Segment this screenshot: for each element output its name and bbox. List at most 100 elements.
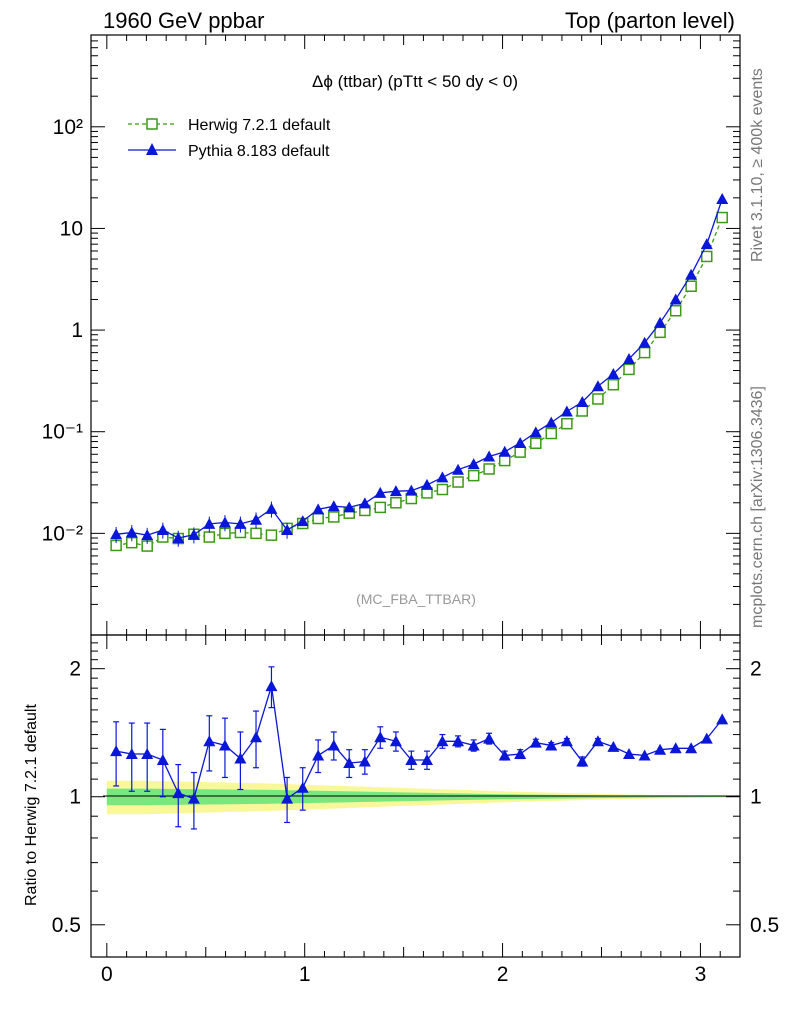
- ratio-point: [560, 735, 573, 747]
- ratio-y-tick-label: 1: [69, 786, 81, 809]
- herwig-point: [312, 512, 324, 525]
- pythia-point: [141, 529, 154, 541]
- herwig-point: [328, 511, 340, 523]
- pythia-point: [281, 523, 294, 535]
- legend-pythia-marker: [146, 143, 158, 155]
- pythia-point: [436, 471, 449, 483]
- ratio-point: [529, 736, 542, 748]
- ratio-panel: 0.5 0.5 1 1 2 2 0 1 2 3 Ratio to Herwig 7.2.1 def…: [23, 634, 779, 986]
- herwig-point: [390, 497, 402, 509]
- herwig-point: [467, 469, 480, 482]
- herwig-point: [483, 463, 495, 475]
- ratio-series-layer: [110, 666, 729, 830]
- herwig-point: [623, 363, 635, 376]
- pythia-point: [591, 380, 604, 392]
- herwig-point: [561, 417, 573, 430]
- ratio-point: [125, 748, 138, 760]
- ratio-point: [420, 753, 433, 765]
- legend-entry-herwig: Herwig 7.2.1 default: [128, 117, 331, 134]
- main-y-tick-labels: 10⁻² 10⁻¹ 1 10 10²: [42, 116, 83, 546]
- pythia-point: [187, 528, 200, 540]
- pythia-point: [467, 458, 480, 470]
- ratio-ticks: [91, 635, 741, 957]
- ratio-point: [327, 739, 340, 751]
- main-y-tick-label: 10: [60, 217, 83, 240]
- ratio-point: [467, 739, 480, 751]
- ratio-point: [172, 787, 185, 799]
- ratio-point: [312, 749, 325, 761]
- pythia-point: [514, 436, 527, 448]
- ratio-point: [234, 752, 247, 764]
- pythia-point: [374, 486, 387, 498]
- pythia-point: [172, 532, 185, 544]
- ratio-y-tick-label-right: 2: [750, 658, 762, 681]
- herwig-point: [669, 304, 682, 317]
- pythia-point: [156, 523, 169, 535]
- pythia-point: [234, 517, 247, 529]
- pythia-point: [125, 526, 138, 538]
- pythia-point: [203, 517, 216, 529]
- pythia-point: [218, 516, 231, 528]
- pythia-point: [296, 515, 309, 527]
- herwig-point: [685, 280, 697, 292]
- ratio-y-tick-label-right: 1: [750, 786, 762, 809]
- pythia-point: [312, 503, 325, 515]
- main-y-tick-label: 10⁻²: [42, 522, 83, 545]
- ratio-point: [622, 748, 635, 760]
- ratio-point: [591, 735, 604, 747]
- herwig-point: [701, 250, 713, 263]
- main-series-layer: [110, 192, 729, 552]
- main-y-tick-label: 10²: [53, 116, 83, 139]
- herwig-point: [374, 501, 387, 514]
- pythia-point: [498, 445, 511, 457]
- herwig-point: [530, 437, 542, 450]
- ratio-tick-labels: 0.5 0.5 1 1 2 2 0 1 2 3: [52, 658, 779, 986]
- pythia-point: [716, 192, 729, 204]
- ratio-point: [716, 713, 729, 725]
- herwig-point: [716, 211, 728, 224]
- herwig-line: [115, 217, 723, 547]
- pythia-point: [343, 501, 356, 513]
- herwig-point: [576, 405, 589, 417]
- main-y-tick-label: 10⁻¹: [42, 421, 83, 444]
- ratio-point: [389, 735, 402, 747]
- pythia-point: [654, 316, 667, 328]
- ratio-plot-frame: [90, 634, 741, 958]
- ratio-point: [514, 748, 527, 760]
- ratio-point: [545, 739, 558, 751]
- pythia-point: [700, 238, 713, 250]
- pythia-line: [116, 198, 723, 539]
- pythia-point: [452, 463, 465, 475]
- pythia-point: [405, 484, 418, 496]
- ratio-point: [374, 731, 387, 743]
- ratio-band-layer: [106, 780, 731, 815]
- pythia-point: [327, 500, 340, 512]
- ratio-point: [405, 753, 418, 765]
- ratio-point: [498, 749, 511, 761]
- pythia-point: [545, 416, 558, 428]
- analysis-watermark: (MC_FBA_TTBAR): [356, 591, 476, 607]
- process-title: Top (parton level): [565, 8, 735, 33]
- herwig-point: [203, 531, 216, 543]
- ratio-y-axis-title: Ratio to Herwig 7.2.1 default: [23, 704, 40, 906]
- pythia-point: [358, 497, 371, 509]
- ratio-point: [669, 742, 682, 754]
- herwig-point: [638, 346, 651, 359]
- pythia-point: [622, 352, 635, 364]
- herwig-point: [514, 446, 526, 458]
- x-tick-label: 3: [695, 963, 707, 986]
- herwig-point: [436, 483, 449, 496]
- pythia-point: [607, 367, 620, 379]
- ratio-point: [700, 732, 713, 744]
- herwig-point: [452, 476, 464, 488]
- ratio-point: [265, 680, 278, 692]
- main-y-ticks: [91, 34, 741, 636]
- ratio-point: [187, 792, 200, 804]
- x-tick-label: 0: [101, 963, 113, 986]
- ratio-point: [203, 735, 216, 747]
- herwig-point: [607, 378, 620, 391]
- ratio-point: [576, 755, 589, 767]
- ratio-point: [156, 753, 169, 765]
- pythia-point: [560, 405, 573, 417]
